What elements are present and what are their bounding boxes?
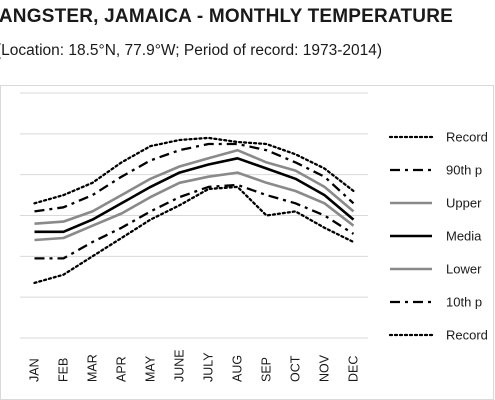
legend-label: 10th p xyxy=(446,295,482,310)
x-tick-label: JAN xyxy=(28,358,42,382)
chart-subtitle: (Location: 18.5°N, 77.9°W; Period of rec… xyxy=(0,42,383,59)
x-axis-tick-labels: JAN FEB MAR APR MAY JUNE JULY AUG SEP OCT NOV DEC xyxy=(28,349,361,382)
x-tick-label: MAR xyxy=(86,354,100,382)
x-tick-label: FEB xyxy=(57,358,71,382)
x-tick-label: DEC xyxy=(347,356,361,382)
legend-label: 90th p xyxy=(446,163,482,178)
legend-label: Lower xyxy=(446,262,482,277)
series-line-0 xyxy=(33,136,355,205)
chart-title: SANGSTER, JAMAICA - MONTHLY TEMPERATURE xyxy=(0,6,453,27)
series-line-1 xyxy=(34,142,355,213)
x-tick-label: MAY xyxy=(144,355,158,382)
x-tick-label: AUG xyxy=(231,355,245,382)
legend-label: Record xyxy=(446,328,488,343)
series-line-4 xyxy=(34,171,355,242)
x-tick-label: JUNE xyxy=(173,349,187,382)
series-line-6 xyxy=(33,185,355,285)
series-line-3 xyxy=(34,157,355,234)
x-tick-label: JULY xyxy=(202,352,216,382)
chart-area-border xyxy=(0,85,494,400)
series-line-2 xyxy=(34,148,355,225)
x-tick-label: OCT xyxy=(289,355,303,382)
legend-label: Upper xyxy=(446,196,482,211)
x-tick-label: NOV xyxy=(318,354,332,382)
legend-label: Record xyxy=(446,130,488,145)
legend-label: Media xyxy=(446,229,482,244)
x-tick-label: SEP xyxy=(260,357,274,382)
series-lines xyxy=(33,136,355,285)
legend: Record 90th p Upper Media Lower 10th p Record xyxy=(388,130,488,343)
gridlines xyxy=(20,92,368,339)
x-tick-label: APR xyxy=(115,356,129,382)
